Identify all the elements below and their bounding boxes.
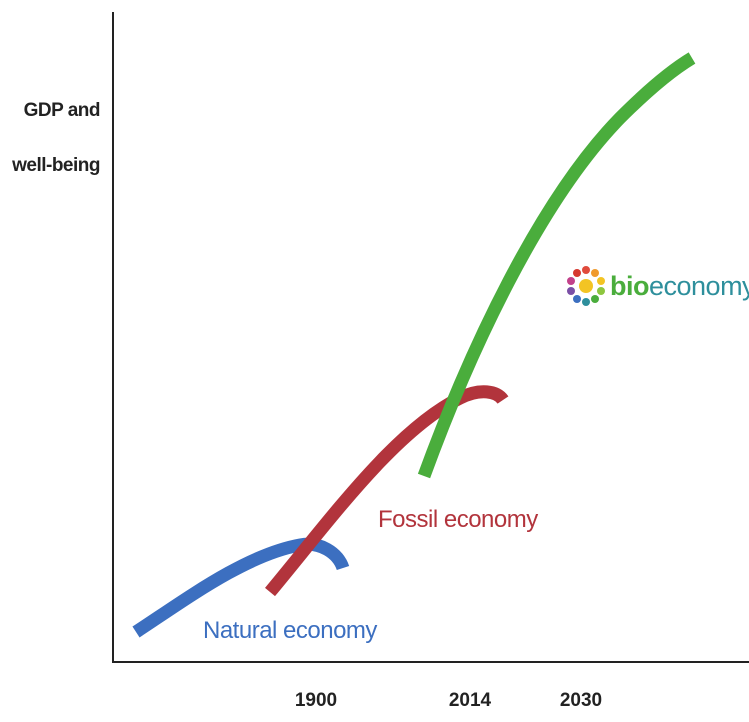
fossil-economy-label: Fossil economy bbox=[378, 506, 538, 533]
bioeconomy-logo-text: bioeconomy+ bbox=[610, 271, 749, 302]
bioeconomy-logo: bioeconomy+ bbox=[566, 244, 749, 328]
bioeconomy-curve bbox=[417, 52, 696, 479]
y-axis-label-line1: GDP and bbox=[23, 100, 101, 121]
fossil-economy-curve bbox=[265, 385, 509, 597]
x-tick-label: 2030 bbox=[559, 690, 603, 711]
x-tick-label: 1900 bbox=[294, 690, 338, 711]
y-axis-label-line2: well-being bbox=[12, 155, 100, 176]
bioeconomy-flower-icon bbox=[567, 266, 605, 306]
flower-petals bbox=[567, 266, 605, 306]
logo-text-economy: economy bbox=[649, 270, 749, 301]
x-tick-label: 2014 bbox=[448, 690, 492, 711]
logo-text-bio: bio bbox=[610, 270, 650, 301]
natural-economy-curve bbox=[132, 537, 350, 638]
natural-economy-label: Natural economy bbox=[203, 617, 377, 644]
